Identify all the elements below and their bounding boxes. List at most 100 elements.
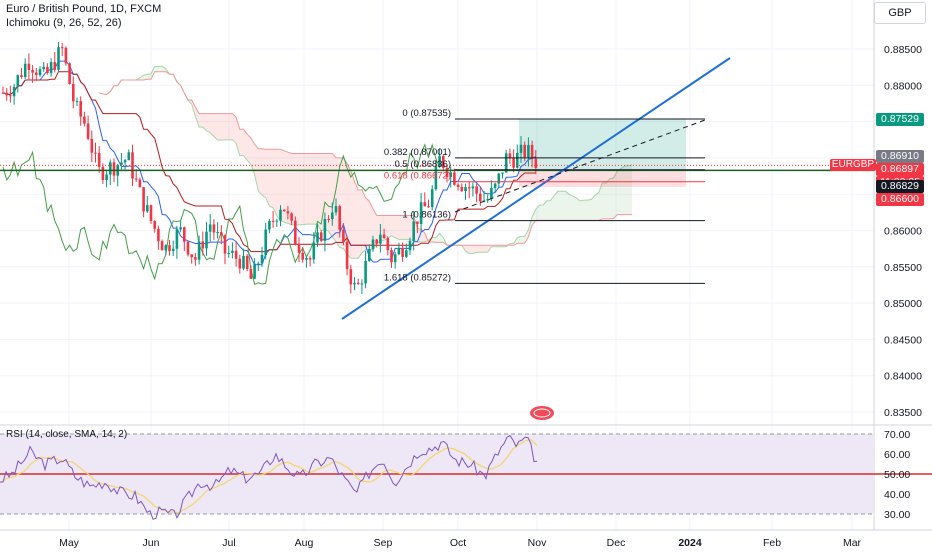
cloud-segment (525, 230, 529, 243)
last-price-tag: 0.86897 (876, 163, 924, 176)
cloud-segment (358, 190, 362, 258)
candle-body (364, 261, 367, 284)
candle-body (327, 219, 330, 220)
cloud-segment (469, 245, 473, 253)
candle-body (28, 64, 31, 70)
candle-body (179, 227, 182, 229)
candle-body (139, 179, 142, 187)
candle-body (535, 159, 538, 168)
candle-body (142, 187, 145, 211)
time-tick-label: Mar (843, 537, 862, 549)
cloud-segment (214, 114, 218, 140)
candle-body (216, 232, 219, 233)
candle-body (479, 194, 482, 202)
cloud-segment (366, 198, 370, 250)
candle-body (464, 187, 467, 191)
candle-body (187, 242, 190, 255)
cloud-segment (392, 216, 396, 238)
candle-body (357, 283, 360, 284)
candle-body (264, 230, 267, 255)
cloud-segment (303, 153, 307, 224)
candle-body (257, 264, 260, 265)
candle-body (54, 62, 57, 70)
cloud-segment (247, 134, 251, 164)
candle-body (124, 160, 127, 162)
cloud-segment (588, 199, 592, 220)
candle-body (472, 186, 475, 188)
candle-body (91, 139, 94, 153)
fib-level-label: 1 (0.86136) (402, 210, 451, 221)
candle-body (209, 224, 212, 231)
candle-body (190, 254, 193, 257)
candle-body (83, 117, 86, 124)
candle-body (146, 205, 149, 211)
cloud-segment (558, 191, 562, 220)
candle-body (161, 241, 164, 250)
candle-body (172, 249, 175, 251)
cloud-segment (310, 153, 314, 224)
candle-body (176, 229, 179, 248)
tradingview-logo (530, 406, 554, 420)
cloud-segment (207, 114, 211, 133)
entry-price-tag: 0.86829 (876, 180, 924, 193)
cloud-segment (314, 153, 318, 224)
cloud-segment (266, 149, 270, 206)
candle-body (150, 205, 153, 221)
candle-body (39, 69, 42, 75)
ichimoku-legend[interactable]: Ichimoku (9, 26, 52, 26) (6, 17, 122, 29)
candle-body (390, 250, 393, 262)
candle-body (157, 229, 160, 241)
fib-level-label: 0.618 (0.86672) (384, 171, 451, 182)
candle-body (183, 227, 186, 241)
candle-body (2, 93, 5, 94)
candle-body (379, 235, 382, 244)
candle-body (283, 210, 286, 212)
price-tick-label: 0.84500 (884, 334, 922, 346)
candle-body (128, 152, 131, 160)
candle-body (87, 124, 90, 139)
price-tick-label: 0.88000 (884, 80, 922, 92)
candle-body (520, 145, 523, 153)
candle-body (457, 185, 460, 187)
candle-body (320, 232, 323, 241)
candle-body (65, 48, 68, 64)
candle-body (24, 64, 27, 77)
symbol-title: Euro / British Pound, 1D, FXCM (6, 3, 161, 15)
candle-body (523, 145, 526, 157)
price-tick-label: 0.88500 (884, 44, 922, 56)
cloud-segment (395, 216, 399, 240)
candle-body (272, 221, 275, 222)
candle-body (509, 153, 512, 158)
candle-body (305, 258, 308, 260)
candle-body (31, 70, 34, 73)
cloud-segment (355, 181, 359, 258)
candle-body (246, 256, 249, 269)
cloud-segment (602, 183, 606, 219)
candle-body (346, 242, 349, 269)
candle-body (227, 253, 230, 254)
candle-body (98, 153, 101, 167)
candle-body (198, 241, 201, 259)
position-stop-zone (519, 170, 686, 187)
cloud-segment (477, 245, 481, 252)
candle-body (72, 84, 75, 101)
currency-button[interactable]: GBP (874, 2, 926, 24)
high-price-tag: 0.86910 (876, 150, 924, 163)
candle-body (475, 186, 478, 193)
candle-body (405, 250, 408, 257)
time-tick-label: Dec (607, 537, 626, 549)
time-tick-label: Nov (528, 537, 547, 549)
candle-body (501, 172, 504, 173)
candle-body (313, 242, 316, 259)
candle-body (461, 187, 464, 191)
rsi-tick-label: 70.00 (884, 429, 910, 441)
time-tick-label: Jun (143, 537, 160, 549)
candle-body (231, 251, 234, 253)
candle-body (268, 221, 271, 230)
price-tick-label: 0.83500 (884, 407, 922, 419)
candle-body (427, 206, 430, 207)
candle-body (486, 199, 489, 200)
candle-body (301, 253, 304, 260)
